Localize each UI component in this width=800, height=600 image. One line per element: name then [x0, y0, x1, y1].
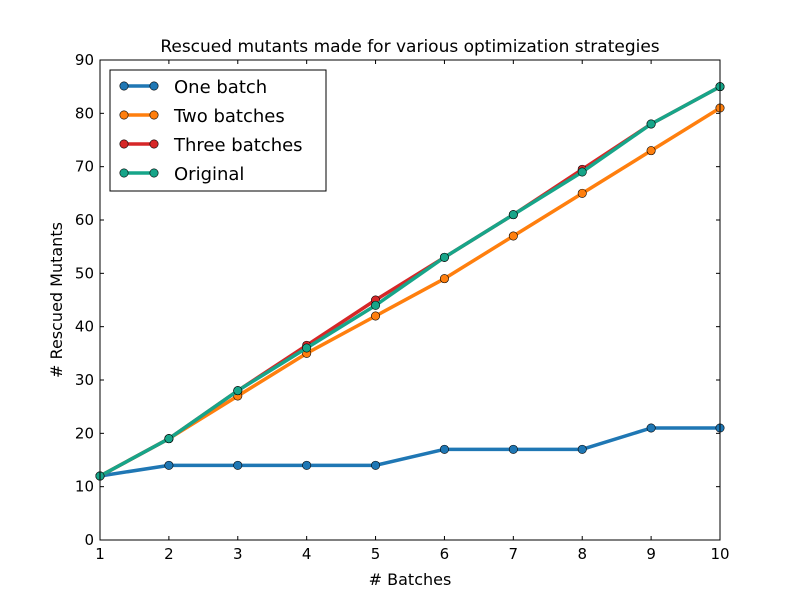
data-point	[302, 460, 312, 470]
x-tick-label: 7	[509, 545, 519, 563]
legend-label: Two batches	[173, 106, 285, 127]
x-tick-label: 8	[577, 545, 587, 563]
data-point	[233, 386, 243, 396]
y-tick-label: 40	[75, 318, 94, 336]
data-point	[646, 146, 656, 156]
legend: One batch Two batches Three batches Origina…	[109, 69, 327, 192]
data-point	[371, 311, 381, 321]
data-point	[371, 460, 381, 470]
data-point	[646, 119, 656, 129]
x-tick-label: 4	[302, 545, 312, 563]
legend-marker	[149, 139, 159, 149]
data-point	[508, 444, 518, 454]
legend-marker	[119, 81, 129, 91]
series-line-1	[99, 106, 721, 478]
legend-marker	[149, 168, 159, 178]
y-tick-label: 30	[75, 371, 94, 389]
data-point	[233, 460, 243, 470]
data-point	[577, 188, 587, 198]
y-tick-label: 70	[75, 158, 94, 176]
legend-box	[109, 69, 327, 192]
chart-title: Rescued mutants made for various optimiz…	[160, 37, 659, 57]
y-axis-label: # Rescued Mutants	[47, 222, 66, 378]
data-point	[164, 434, 174, 444]
data-point	[164, 460, 174, 470]
data-point	[439, 274, 449, 284]
x-tick-label: 10	[710, 545, 729, 563]
x-tick-label: 9	[646, 545, 656, 563]
y-tick-label: 0	[84, 531, 94, 549]
legend-marker	[149, 81, 159, 91]
y-tick-label: 90	[75, 51, 94, 69]
legend-marker	[149, 110, 159, 120]
legend-label: One batch	[174, 77, 267, 98]
y-tick-label: 10	[75, 478, 94, 496]
y-tick-label: 80	[75, 104, 94, 122]
data-point	[302, 343, 312, 353]
data-point	[646, 423, 656, 433]
legend-label: Original	[174, 164, 244, 185]
data-point	[577, 167, 587, 177]
y-tick-label: 60	[75, 211, 94, 229]
data-point	[439, 252, 449, 262]
data-point	[439, 444, 449, 454]
plot-frame	[99, 59, 721, 541]
x-tick-label: 3	[233, 545, 243, 563]
x-tick-label: 2	[164, 545, 174, 563]
series-line-3	[99, 85, 721, 478]
axis-ticks: 1 2 3 4 5 6 7 8 9 10 0 10 20 30 40 50 60 70 80 90	[75, 51, 730, 563]
data-point	[371, 300, 381, 310]
x-tick-label: 6	[440, 545, 450, 563]
data-point	[508, 231, 518, 241]
x-axis-label: # Batches	[369, 570, 452, 589]
data-point	[508, 210, 518, 220]
legend-marker	[119, 139, 129, 149]
y-tick-label: 50	[75, 264, 94, 282]
data-point	[577, 444, 587, 454]
x-tick-label: 5	[371, 545, 381, 563]
legend-marker	[119, 110, 129, 120]
x-tick-label: 1	[95, 545, 105, 563]
y-tick-label: 20	[75, 424, 94, 442]
legend-label: Three batches	[173, 135, 303, 156]
legend-marker	[119, 168, 129, 178]
series-line-0	[99, 426, 720, 478]
